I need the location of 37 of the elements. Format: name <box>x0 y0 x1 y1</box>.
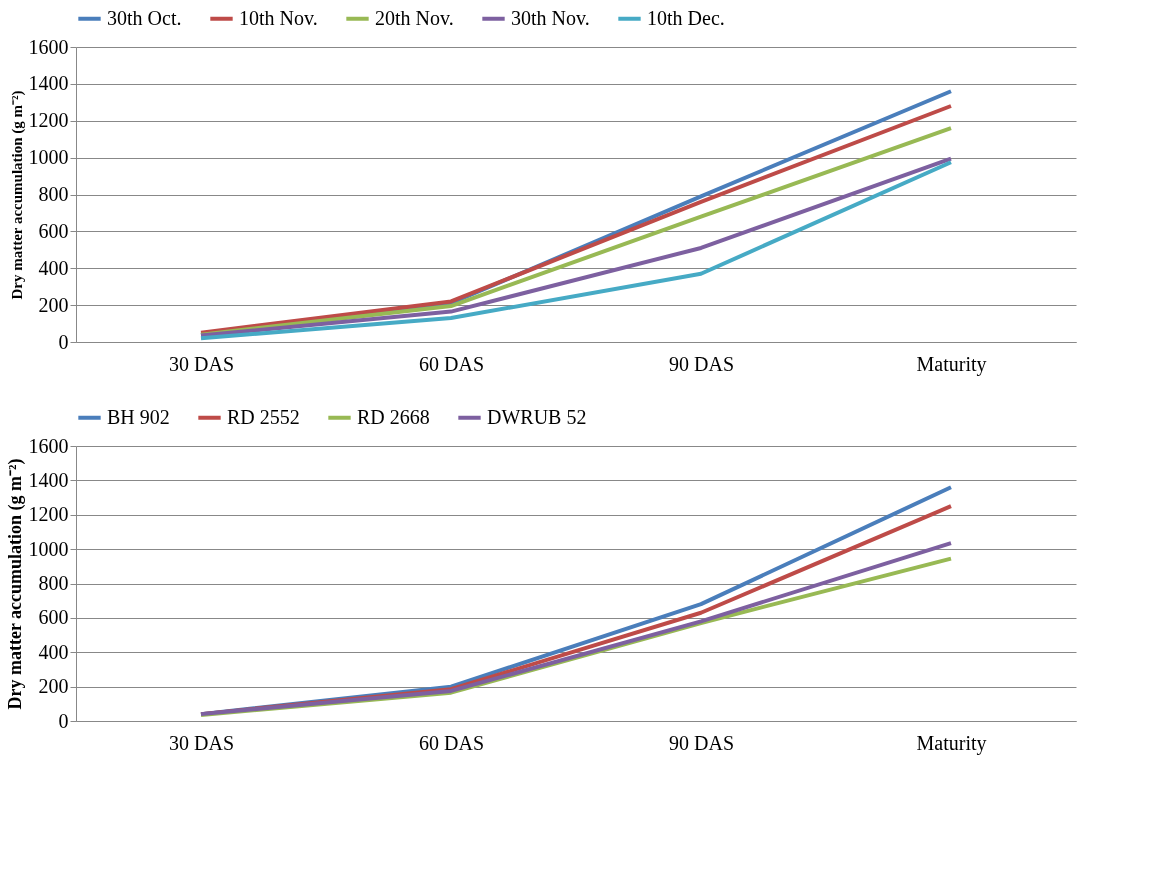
y-tick-label: 600 <box>38 606 69 629</box>
y-tick-label: 400 <box>38 640 69 663</box>
y-tick-label: 1200 <box>28 109 69 132</box>
y-tick-label: 400 <box>38 256 69 279</box>
y-tick-label: 1600 <box>28 35 69 58</box>
legend-label: 10th Dec. <box>647 6 725 29</box>
legend-label: 20th Nov. <box>375 6 454 29</box>
x-tick-label: 30 DAS <box>168 352 235 375</box>
y-tick-label: 1400 <box>28 468 69 491</box>
y-tick-label: 800 <box>38 183 69 205</box>
y-axis-title: Dry matter accumulation (g m⁻²) <box>8 90 26 300</box>
x-tick-label: 90 DAS <box>668 352 735 375</box>
y-tick-label: 0 <box>58 330 69 353</box>
y-tick-label: 200 <box>38 293 69 316</box>
y-tick-label: 1200 <box>28 503 69 526</box>
x-tick-label: 60 DAS <box>418 731 485 754</box>
y-tick-label: 0 <box>58 709 69 732</box>
legend-label: DWRUB 52 <box>487 405 587 428</box>
y-tick-label: 1400 <box>28 72 69 95</box>
legend-label: RD 2668 <box>357 405 430 428</box>
y-tick-label: 1000 <box>28 537 69 560</box>
y-tick-label: 1000 <box>28 146 69 169</box>
y-tick-label: 800 <box>38 572 69 594</box>
y-tick-label: 600 <box>38 219 69 242</box>
legend-label: RD 2552 <box>227 405 300 428</box>
x-tick-label: Maturity <box>916 352 987 376</box>
y-tick-label: 200 <box>38 675 69 698</box>
x-tick-label: 30 DAS <box>168 731 235 754</box>
x-tick-label: Maturity <box>916 731 987 755</box>
legend-label: 30th Oct. <box>107 6 182 29</box>
x-tick-label: 90 DAS <box>668 731 735 754</box>
legend-label: BH 902 <box>107 405 170 428</box>
y-tick-label: 1600 <box>28 434 69 457</box>
y-axis-title: Dry matter accumulation (g m⁻²) <box>4 458 26 710</box>
legend-label: 30th Nov. <box>511 6 590 29</box>
x-tick-label: 60 DAS <box>418 352 485 375</box>
legend-label: 10th Nov. <box>239 6 318 29</box>
